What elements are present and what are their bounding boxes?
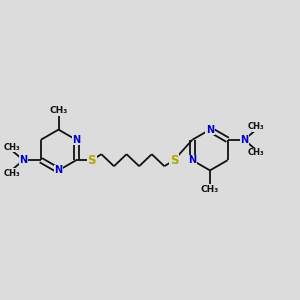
- Text: N: N: [20, 155, 28, 165]
- Text: CH₃: CH₃: [50, 106, 68, 115]
- Text: S: S: [170, 154, 178, 167]
- Text: CH₃: CH₃: [4, 169, 20, 178]
- Text: N: N: [206, 124, 214, 135]
- Text: N: N: [240, 135, 248, 145]
- Text: CH₃: CH₃: [4, 143, 20, 152]
- Text: N: N: [188, 155, 196, 165]
- Text: S: S: [88, 154, 96, 167]
- Text: CH₃: CH₃: [248, 122, 264, 131]
- Text: N: N: [72, 135, 80, 145]
- Text: CH₃: CH₃: [201, 185, 219, 194]
- Text: N: N: [54, 165, 63, 176]
- Text: CH₃: CH₃: [248, 148, 264, 157]
